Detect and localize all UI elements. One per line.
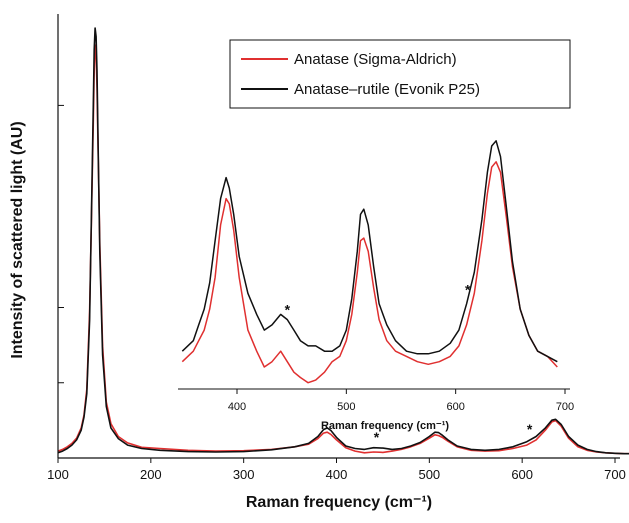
inset-series-group — [181, 140, 558, 384]
inset-annotation-group: ** — [285, 281, 471, 317]
x-tick-label: 100 — [47, 467, 69, 482]
x-axis-title: Raman frequency (cm⁻¹) — [246, 494, 432, 511]
x-tick-label: 300 — [233, 467, 255, 482]
legend-label-p25: Anatase–rutile (Evonik P25) — [294, 81, 480, 98]
y-tick-group — [58, 104, 64, 459]
inset-x-tick-label: 600 — [446, 401, 464, 413]
x-tick-label: 600 — [511, 467, 533, 482]
peak-star-annotation: * — [374, 429, 380, 445]
main-series-line-1 — [57, 27, 629, 455]
main-annotation-group: * * — [374, 421, 533, 445]
main-plot: 100 200 300 400 500 600 700 * * Raman frequency… — [9, 14, 629, 511]
inset-series-line-1 — [181, 140, 558, 363]
legend-box — [229, 39, 571, 109]
x-tick-label: 700 — [604, 467, 626, 482]
peak-star-annotation: * — [527, 421, 533, 437]
x-tick-label: 500 — [418, 467, 440, 482]
inset-peak-star-annotation: * — [285, 302, 291, 318]
inset-x-axis-title: Raman frequency (cm⁻¹) — [321, 420, 449, 432]
inset-x-tick-label: 400 — [228, 401, 246, 413]
legend: Anatase (Sigma-Aldrich) Anatase–rutile (… — [229, 39, 571, 109]
x-tick-label: 200 — [140, 467, 162, 482]
inset-series-line-0 — [181, 161, 558, 384]
legend-label-anatase: Anatase (Sigma-Aldrich) — [294, 51, 457, 68]
y-axis-title: Intensity of scattered light (AU) — [9, 121, 26, 358]
inset-x-tick-label: 700 — [556, 401, 574, 413]
inset-x-tick-group: 400 500 600 700 — [228, 389, 574, 413]
x-tick-group: 100 200 300 400 500 600 700 — [47, 458, 626, 482]
inset-x-tick-label: 500 — [337, 401, 355, 413]
main-series-group — [57, 27, 629, 455]
inset-plot: 400 500 600 700 ** Raman frequency (cm⁻¹) — [178, 140, 574, 432]
x-tick-label: 400 — [326, 467, 348, 482]
inset-peak-star-annotation: * — [465, 281, 471, 297]
